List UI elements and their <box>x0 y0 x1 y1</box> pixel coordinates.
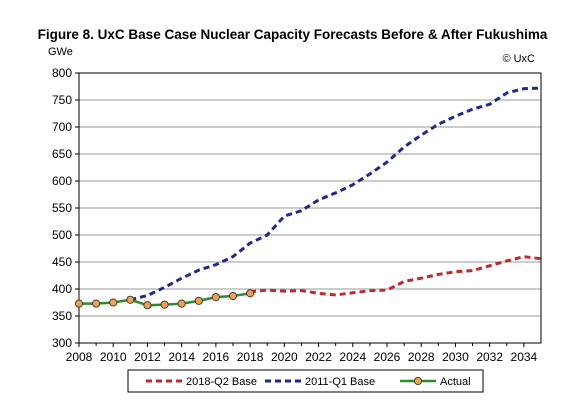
actual-point <box>109 298 118 307</box>
x-tick-label: 2016 <box>203 350 230 364</box>
x-tick-label: 2008 <box>66 350 93 364</box>
y-tick-label: 800 <box>52 66 72 80</box>
y-tick-label: 400 <box>52 282 72 296</box>
y-tick-label: 550 <box>52 201 72 215</box>
x-tick-label: 2022 <box>305 350 332 364</box>
y-tick-label: 600 <box>52 174 72 188</box>
grid-lines <box>79 99 541 317</box>
y-tick-label: 650 <box>52 147 72 161</box>
x-tick-label: 2032 <box>476 350 503 364</box>
actual-point <box>160 300 169 309</box>
actual-point <box>211 293 220 302</box>
x-tick-label: 2030 <box>442 350 469 364</box>
x-tick-label: 2012 <box>134 350 161 364</box>
legend-label: 2018-Q2 Base <box>186 376 257 388</box>
y-tick-label: 500 <box>52 228 72 242</box>
actual-point <box>143 301 152 310</box>
copyright-annotation: © UxC <box>502 53 535 65</box>
x-tick-label: 2018 <box>237 350 264 364</box>
series-layer <box>74 86 542 310</box>
series-line-1 <box>129 86 542 302</box>
actual-point <box>194 296 203 305</box>
y-tick-label: 300 <box>52 336 72 350</box>
legend: 2018-Q2 Base 2011-Q1 Base Actual <box>127 369 484 393</box>
axes: 300 350 400 450 500 550 600 650 700 750 800 2008 201… <box>52 66 538 364</box>
y-tick-label: 450 <box>52 255 72 269</box>
y-tick-label: 350 <box>52 309 72 323</box>
x-tick-label: 2028 <box>408 350 435 364</box>
x-tick-label: 2014 <box>168 350 195 364</box>
x-tick-label: 2010 <box>100 350 127 364</box>
legend-box <box>127 369 484 393</box>
x-tick-label: 2020 <box>271 350 298 364</box>
legend-label: Actual <box>440 376 471 388</box>
legend-label: 2011-Q1 Base <box>305 376 375 388</box>
actual-point <box>177 299 186 308</box>
x-tick-label: 2026 <box>374 350 401 364</box>
y-tick-label: 700 <box>52 120 72 134</box>
actual-point <box>228 291 238 301</box>
figure-title: Figure 8. UxC Base Case Nuclear Capacity… <box>37 27 548 42</box>
actual-point <box>246 289 255 298</box>
actual-point <box>92 299 101 308</box>
x-tick-label: 2034 <box>511 350 538 364</box>
actual-point <box>74 299 84 308</box>
x-tick-label: 2024 <box>339 350 366 364</box>
y-axis-label: GWe <box>48 46 73 58</box>
y-tick-label: 750 <box>52 93 72 107</box>
actual-point <box>126 295 135 304</box>
legend-marker <box>413 376 423 386</box>
